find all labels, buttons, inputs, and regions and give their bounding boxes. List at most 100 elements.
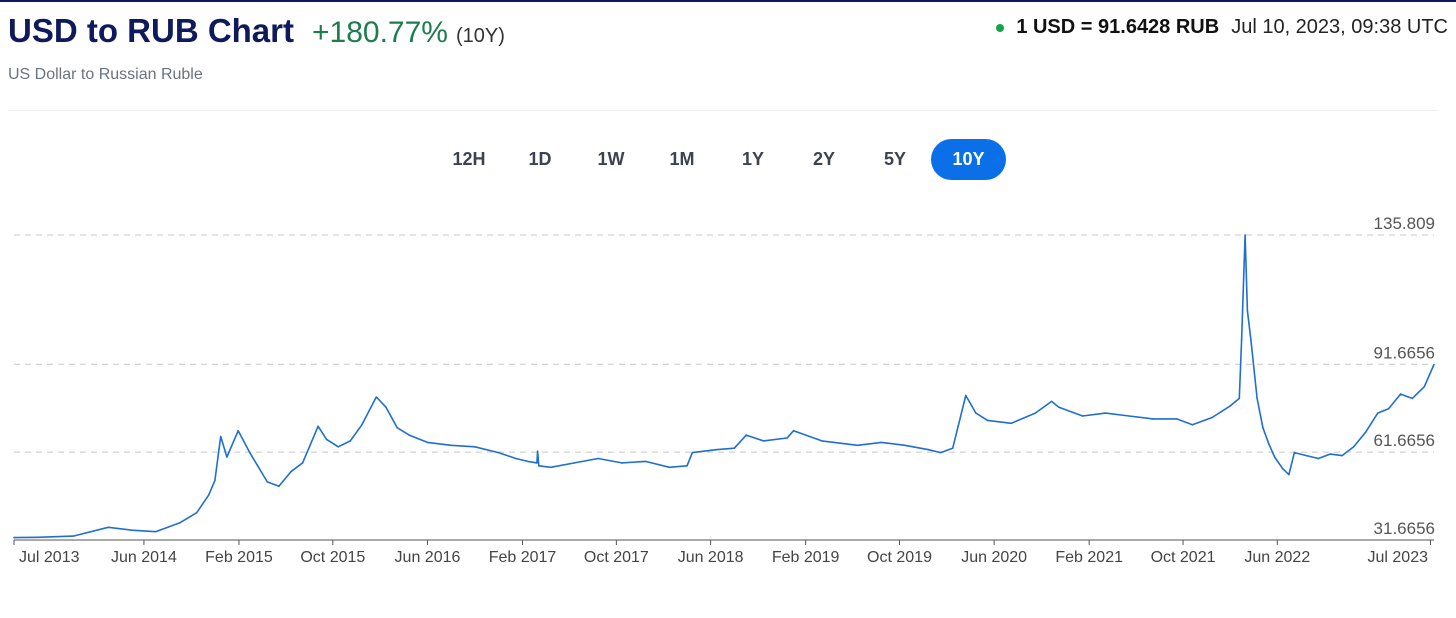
data-point [1240, 339, 1243, 341]
data-point [880, 441, 883, 444]
data-point [1262, 426, 1264, 429]
data-point [337, 446, 340, 448]
data-point [527, 460, 529, 463]
data-point [1176, 418, 1178, 420]
data-point [1191, 424, 1194, 426]
x-tick-label: Feb 2019 [772, 549, 840, 566]
data-point [1341, 454, 1343, 457]
data-point [474, 446, 476, 448]
data-point [361, 424, 363, 426]
data-point [1423, 385, 1426, 388]
x-tick-label: Jun 2014 [111, 549, 177, 566]
data-point [951, 447, 954, 449]
y-tick-label: 31.6656 [1374, 519, 1435, 538]
change-period: (10Y) [455, 25, 505, 47]
data-point [686, 465, 688, 467]
chart-header: USD to RUB Chart +180.77% (10Y) US Dolla… [8, 8, 1448, 108]
data-point [497, 451, 500, 454]
data-point [975, 412, 977, 414]
data-point [821, 440, 823, 442]
data-point [1433, 363, 1435, 366]
data-point [325, 438, 328, 441]
data-point [965, 394, 967, 397]
data-point [72, 535, 75, 537]
data-point [538, 465, 540, 467]
data-point [597, 457, 599, 460]
data-point [1050, 400, 1053, 403]
data-point [1377, 412, 1379, 414]
range-button-1y[interactable]: 1Y [718, 139, 788, 180]
data-point [1288, 473, 1290, 476]
data-point [1104, 412, 1107, 414]
data-point [1244, 234, 1246, 236]
data-point [408, 434, 411, 436]
data-point [1010, 422, 1012, 425]
range-button-1d[interactable]: 1D [505, 139, 575, 180]
x-tick-label: Jun 2018 [678, 549, 744, 566]
data-point [278, 485, 280, 488]
percent-change: +180.77% [312, 16, 448, 49]
data-point [1246, 309, 1249, 312]
data-point [1211, 416, 1213, 419]
x-tick-label: Jun 2016 [395, 549, 461, 566]
data-point [219, 435, 222, 438]
data-point [107, 526, 110, 529]
data-point [786, 437, 788, 439]
data-point [550, 466, 552, 469]
range-button-2y[interactable]: 2Y [789, 139, 859, 180]
data-point [195, 511, 198, 514]
header-divider [8, 110, 1438, 111]
data-point [1273, 456, 1276, 458]
data-point [178, 522, 181, 524]
data-point [450, 444, 452, 447]
data-point [1399, 393, 1402, 395]
title-row: USD to RUB Chart +180.77% (10Y) [8, 12, 505, 50]
data-point [715, 448, 717, 451]
data-point [986, 419, 989, 422]
data-point [927, 448, 930, 451]
y-tick-label: 135.809 [1374, 214, 1435, 233]
data-point [904, 444, 906, 447]
data-point [317, 425, 319, 428]
range-button-1m[interactable]: 1M [647, 139, 717, 180]
data-point [290, 470, 292, 473]
data-point [249, 451, 251, 454]
range-selector: 12H 1D 1W 1M 1Y 2Y 5Y 10Y [434, 139, 1007, 180]
data-point [1034, 412, 1037, 414]
data-point [856, 444, 859, 447]
x-tick-label: Feb 2021 [1055, 549, 1123, 566]
x-tick-label: Jul 2023 [1368, 549, 1429, 566]
data-point [1281, 467, 1284, 470]
data-point [573, 462, 576, 464]
data-point [1317, 457, 1320, 460]
data-point [237, 429, 239, 432]
data-point [1081, 415, 1084, 417]
data-point [745, 434, 748, 436]
data-point [349, 440, 352, 442]
data-point [1329, 453, 1331, 455]
data-point [154, 530, 157, 533]
data-point [621, 462, 623, 464]
range-button-1w[interactable]: 1W [576, 139, 646, 180]
data-point [1387, 407, 1390, 410]
price-chart[interactable]: 135.809 91.6656 61.6656 31.6656 Jul 2013 Jun … [0, 200, 1456, 580]
range-button-10y[interactable]: 10Y [931, 139, 1006, 180]
data-point [266, 481, 269, 483]
data-point [375, 396, 378, 398]
data-point [385, 406, 387, 408]
data-point [1352, 446, 1355, 448]
data-point [1128, 415, 1130, 417]
data-point [226, 456, 228, 458]
x-tick-label: Feb 2015 [205, 549, 273, 566]
y-tick-label: 91.6656 [1374, 343, 1435, 362]
x-tick-label: Oct 2015 [300, 549, 365, 566]
range-button-5y[interactable]: 5Y [860, 139, 930, 180]
data-point [939, 451, 942, 454]
data-point [1411, 397, 1414, 400]
data-point [691, 451, 694, 454]
data-point [1305, 454, 1308, 457]
data-point [1293, 451, 1296, 454]
data-point [1364, 431, 1367, 433]
range-button-12h[interactable]: 12H [434, 139, 504, 180]
x-tick-label: Oct 2017 [584, 549, 649, 566]
